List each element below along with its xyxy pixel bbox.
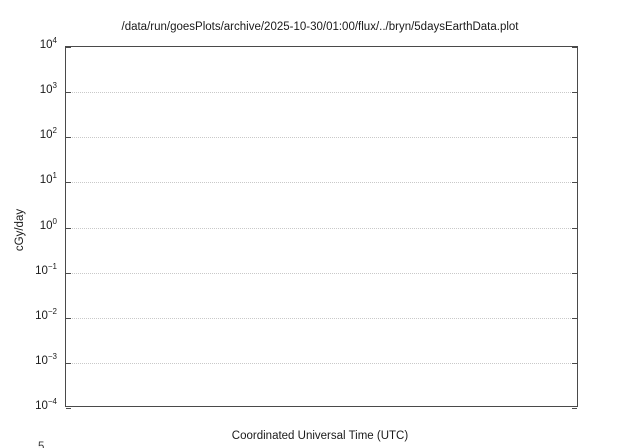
y-tick-mantissa: 10: [39, 39, 53, 51]
y-tick-exponent: −3: [47, 352, 57, 362]
page-title: /data/run/goesPlots/archive/2025-10-30/0…: [121, 21, 519, 33]
y-tick-mantissa: 10: [35, 309, 48, 322]
tick-mark-right: [572, 317, 577, 319]
tick-mark-left: [66, 317, 71, 319]
y-tick-label: 10−2: [35, 306, 57, 322]
y-tick-exponent: 0: [52, 216, 57, 226]
gridline: [66, 317, 577, 319]
tick-mark-right: [572, 47, 577, 48]
tick-mark-right: [572, 227, 577, 229]
y-tick-mantissa: 10: [39, 219, 53, 232]
y-tick-label: 103: [39, 81, 57, 97]
y-tick-exponent: 1: [52, 171, 57, 181]
y-tick-exponent: −1: [47, 261, 57, 271]
tick-mark-left: [66, 92, 71, 94]
y-tick-label: 10−3: [35, 352, 57, 367]
y-axis-label-text: cGy/day: [14, 208, 26, 252]
tick-mark-right: [572, 182, 577, 184]
y-tick-exponent: 2: [52, 126, 57, 136]
gridline: [66, 362, 577, 364]
plot-area: [65, 46, 578, 409]
gridline: [66, 272, 577, 274]
y-tick-exponent: −4: [47, 397, 57, 407]
y-tick-label: 101: [39, 171, 57, 187]
y-tick-mantissa: 10: [39, 174, 53, 187]
tick-mark-left: [66, 47, 71, 48]
y-tick-label: 10−4: [35, 397, 57, 412]
gridline: [66, 92, 577, 94]
tick-mark-right: [572, 92, 577, 94]
tick-mark-left: [66, 362, 71, 364]
tick-mark-left: [66, 408, 71, 409]
x-axis-label: Coordinated Universal Time (UTC): [231, 430, 409, 442]
tick-mark-right: [572, 408, 577, 409]
clipped-bottom-label: 5: [38, 441, 45, 448]
y-tick-exponent: 4: [52, 36, 57, 46]
y-tick-mantissa: 10: [35, 354, 48, 367]
y-tick-mantissa: 10: [39, 129, 53, 142]
tick-mark-left: [66, 227, 71, 229]
gridline: [66, 182, 577, 184]
tick-mark-right: [572, 272, 577, 274]
y-tick-label: 102: [39, 126, 57, 142]
tick-mark-right: [572, 362, 577, 364]
y-tick-exponent: 3: [52, 81, 57, 91]
tick-mark-left: [66, 272, 71, 274]
y-tick-mantissa: 10: [35, 264, 48, 277]
y-tick-label: 104: [39, 36, 57, 51]
y-tick-label: 10−1: [35, 261, 57, 277]
y-tick-label: 100: [39, 216, 57, 232]
y-tick-mantissa: 10: [35, 400, 48, 412]
tick-mark-right: [572, 137, 577, 139]
gridline: [66, 227, 577, 229]
y-tick-mantissa: 10: [39, 84, 53, 97]
tick-mark-left: [66, 182, 71, 184]
gridline: [66, 137, 577, 139]
tick-mark-left: [66, 137, 71, 139]
y-tick-exponent: −2: [47, 306, 57, 316]
